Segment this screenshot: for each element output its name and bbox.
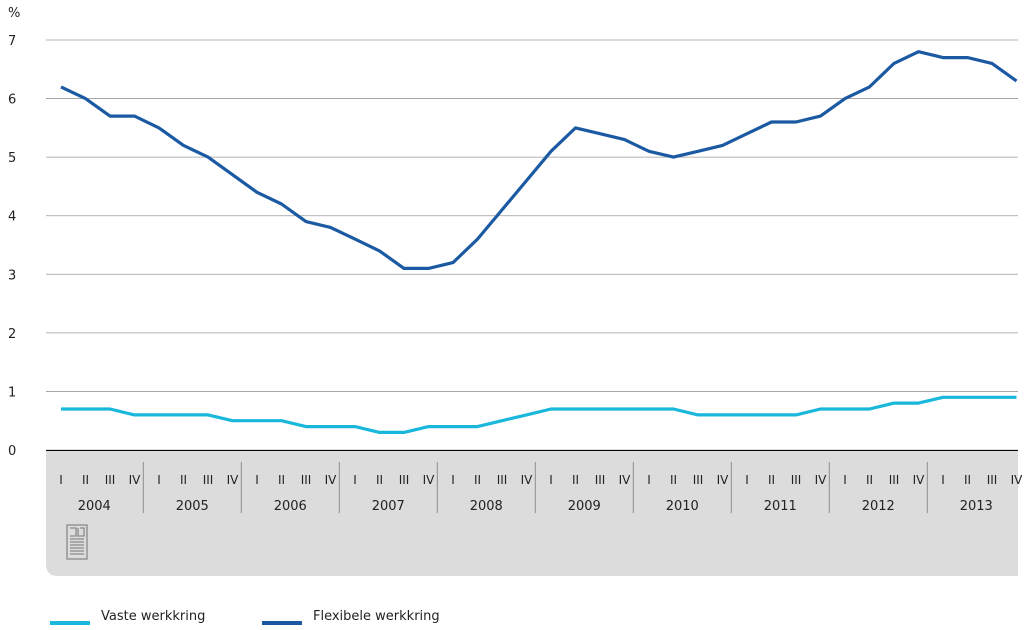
quarter-tick-label: I <box>843 473 847 487</box>
quarter-tick-label: IV <box>227 473 240 487</box>
quarter-tick-label: I <box>745 473 749 487</box>
quarter-tick-label: II <box>670 473 677 487</box>
quarter-tick-label: III <box>987 473 998 487</box>
quarter-tick-label: II <box>82 473 89 487</box>
y-tick-label: 6 <box>8 93 16 108</box>
year-tick-label: 2012 <box>862 499 895 514</box>
cbs-logo <box>66 524 88 560</box>
quarter-tick-label: IV <box>521 473 534 487</box>
year-tick-label: 2011 <box>764 499 797 514</box>
quarter-tick-label: I <box>255 473 259 487</box>
quarter-tick-label: III <box>399 473 410 487</box>
legend: Vaste werkkring Flexibele werkkring <box>50 609 440 625</box>
quarter-tick-label: IV <box>815 473 828 487</box>
year-tick-label: 2013 <box>960 499 993 514</box>
quarter-tick-label: III <box>693 473 704 487</box>
quarter-tick-label: II <box>474 473 481 487</box>
y-tick-label: 7 <box>8 34 16 49</box>
year-tick-label: 2005 <box>176 499 209 514</box>
quarter-tick-label: II <box>768 473 775 487</box>
quarter-tick-label: I <box>451 473 455 487</box>
series-line <box>60 50 1018 270</box>
quarter-tick-label: II <box>376 473 383 487</box>
quarter-tick-label: II <box>180 473 187 487</box>
quarter-tick-label: III <box>203 473 214 487</box>
year-tick-label: 2007 <box>372 499 405 514</box>
x-axis-panel <box>46 452 1018 576</box>
quarter-tick-label: II <box>572 473 579 487</box>
quarter-tick-label: I <box>157 473 161 487</box>
quarter-tick-label: IV <box>1011 473 1024 487</box>
quarter-tick-label: I <box>59 473 63 487</box>
series-line <box>61 395 1017 434</box>
y-tick-label: 5 <box>8 151 16 166</box>
year-tick-label: 2008 <box>470 499 503 514</box>
quarter-tick-label: IV <box>913 473 926 487</box>
grid-lines <box>46 39 1018 392</box>
quarter-tick-label: II <box>278 473 285 487</box>
y-tick-label: 4 <box>8 210 16 225</box>
quarter-tick-label: II <box>866 473 873 487</box>
year-tick-label: 2004 <box>78 499 111 514</box>
year-tick-label: 2006 <box>274 499 307 514</box>
quarter-tick-label: IV <box>325 473 338 487</box>
quarter-tick-label: I <box>353 473 357 487</box>
quarter-tick-label: III <box>791 473 802 487</box>
quarter-tick-label: I <box>941 473 945 487</box>
y-tick-label: 3 <box>8 268 16 283</box>
y-tick-label: 1 <box>8 385 16 400</box>
quarter-tick-label: III <box>105 473 116 487</box>
quarter-tick-label: IV <box>619 473 632 487</box>
year-tick-label: 2010 <box>666 499 699 514</box>
y-axis-label: % <box>8 6 20 21</box>
quarter-tick-label: IV <box>129 473 142 487</box>
y-tick-label: 0 <box>8 444 16 459</box>
quarter-tick-label: IV <box>423 473 436 487</box>
quarter-tick-label: II <box>964 473 971 487</box>
quarter-tick-label: III <box>595 473 606 487</box>
quarter-tick-label: III <box>889 473 900 487</box>
series-lines <box>60 50 1018 434</box>
y-tick-labels: 0 1 2 3 4 5 6 7 <box>8 34 16 459</box>
quarter-tick-label: III <box>301 473 312 487</box>
y-tick-label: 2 <box>8 327 16 342</box>
legend-label: Flexibele werkkring <box>313 609 440 624</box>
year-tick-label: 2009 <box>568 499 601 514</box>
quarter-tick-label: I <box>549 473 553 487</box>
quarter-tick-label: III <box>497 473 508 487</box>
legend-label: Vaste werkkring <box>101 609 205 624</box>
quarter-tick-label: IV <box>717 473 730 487</box>
quarter-tick-label: I <box>647 473 651 487</box>
